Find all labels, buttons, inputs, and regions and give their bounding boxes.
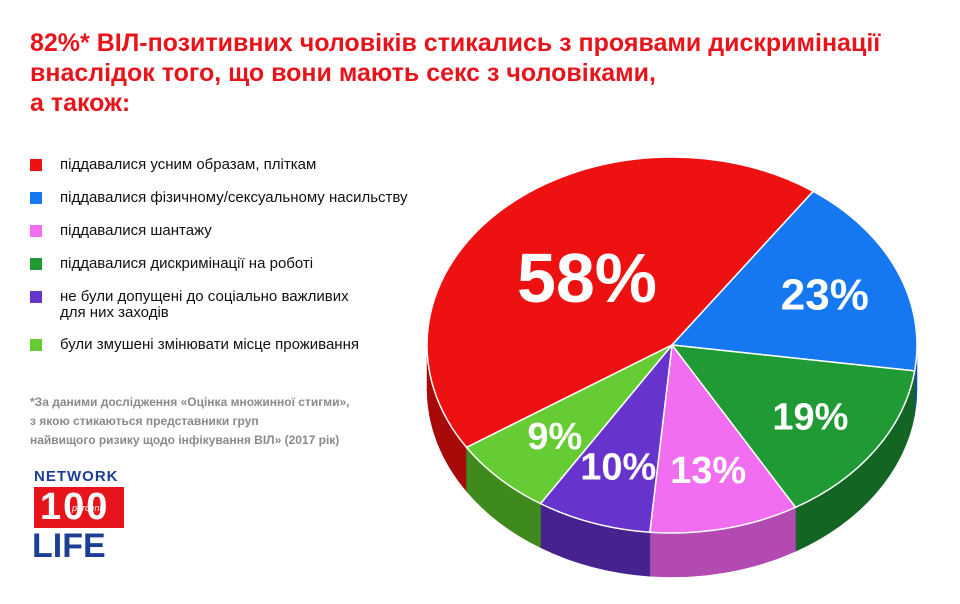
pie-slice-label: 58% [517,239,657,317]
footnote: *За даними дослідження «Оцінка множинної… [30,393,430,450]
legend-label: піддавалися шантажу [60,222,212,239]
legend-label: піддавалися усним образам, пліткам [60,156,317,173]
title-line: 82%* ВІЛ-позитивних чоловіків стикались … [30,29,881,57]
logo-network-text: NETWORK [34,468,119,485]
pie-slice-label: 10% [580,446,656,488]
title-line: а також: [30,89,131,117]
legend-swatch [30,339,42,351]
legend-swatch [30,159,42,171]
legend-label: для них заходів [60,304,169,321]
pie-top [426,156,918,534]
pie-slice [671,190,918,372]
pie-slice [465,344,673,505]
footnote-line: *За даними дослідження «Оцінка множинної… [30,395,350,409]
pie-labels: 58% 23% 19% 13% 10%9% [517,239,869,492]
legend-label: були змушені змінювати місце проживання [60,336,359,353]
logo-life-text: LIFE [32,527,106,565]
network-100-percent-life-logo: NETWORK 100 percent LIFE [32,468,132,568]
pie-slice [539,344,673,533]
pie-slice [426,156,814,449]
footnote-line: найвищого ризику щодо інфікування ВІЛ» (… [30,433,340,447]
chart-title: 82%* ВІЛ-позитивних чоловіків стикались … [30,28,930,118]
pie-slice-label: 19% [772,397,848,439]
pie-slice [649,344,797,534]
pie-slice [671,344,916,509]
legend-swatch [30,258,42,270]
logo-percent-text: percent [72,503,103,513]
legend-label: не були допущені до соціально важливих [60,288,349,305]
legend-swatch [30,192,42,204]
title-line: внаслідок того, що вони мають секс з чол… [30,59,656,87]
legend-label: піддавалися дискримінації на роботі [60,255,314,272]
pie-slice-label: 9% [527,416,582,458]
legend-label: піддавалися фізичному/сексуальному насил… [60,189,408,206]
pie-slice-label: 23% [781,271,869,320]
logo-red-box: 100 percent [34,487,124,528]
legend-swatch [30,225,42,237]
footnote-line: з якою стикаються представники груп [30,414,259,428]
logo-number: 100 [40,486,110,528]
pie-slice-label: 13% [670,450,746,492]
pie-side-walls [426,344,918,578]
legend-swatch [30,291,42,303]
